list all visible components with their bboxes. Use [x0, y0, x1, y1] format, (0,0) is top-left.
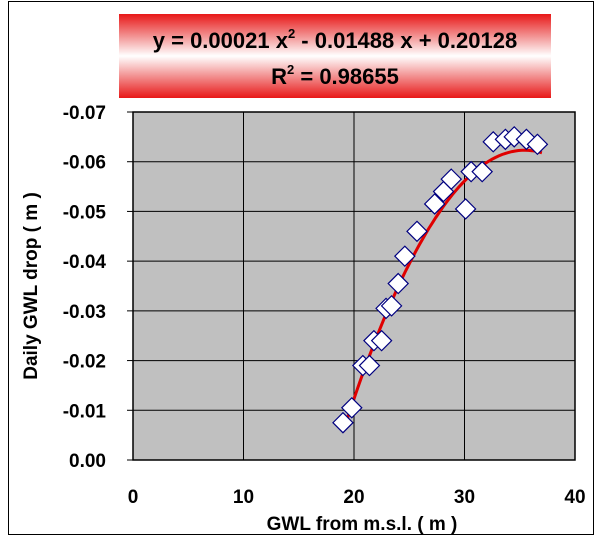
data-point: [370, 329, 393, 352]
y-tick-label: -0.01: [63, 401, 107, 422]
data-point: [332, 411, 354, 434]
y-tick-label: 0.00: [69, 451, 106, 472]
equation-box: y = 0.00021 x2 - 0.01488 x + 0.20128 R2 …: [119, 14, 551, 98]
data-point: [454, 198, 477, 220]
y-tick-label: -0.03: [63, 302, 106, 323]
y-tick-label: -0.06: [63, 153, 106, 174]
y-tick-label: -0.05: [63, 202, 107, 223]
equation-exponent: 2: [287, 26, 296, 41]
x-tick-label: 40: [564, 487, 585, 508]
x-tick-label: 20: [343, 487, 364, 508]
x-tick-label: 0: [128, 487, 139, 508]
data-point: [423, 193, 446, 215]
x-axis-label: GWL from m.s.l. ( m ): [267, 514, 458, 535]
equation-text-end: - 0.01488 x + 0.20128: [295, 28, 518, 53]
y-tick-label: -0.02: [63, 352, 106, 373]
data-point: [440, 168, 463, 190]
data-point: [358, 354, 381, 377]
fit-equation: y = 0.00021 x2 - 0.01488 x + 0.20128: [119, 26, 551, 54]
data-point: [406, 220, 428, 243]
r-squared-label: R: [271, 64, 288, 89]
data-point: [380, 295, 403, 317]
data-point: [526, 133, 549, 156]
r-squared: R2 = 0.98655: [119, 62, 551, 90]
x-tick-label: 10: [233, 487, 254, 508]
data-point: [387, 272, 410, 295]
y-axis-label: Daily GWL drop ( m ): [21, 192, 42, 380]
r-squared-value: = 0.98655: [294, 64, 399, 89]
r-squared-exponent: 2: [287, 62, 295, 77]
data-point: [471, 160, 494, 183]
data-point: [340, 396, 363, 419]
y-tick-label: -0.04: [63, 252, 107, 273]
x-tick-label: 30: [454, 487, 475, 508]
y-tick-label: -0.07: [63, 103, 106, 124]
data-point: [393, 245, 416, 268]
equation-text-start: y = 0.00021 x: [152, 28, 288, 53]
